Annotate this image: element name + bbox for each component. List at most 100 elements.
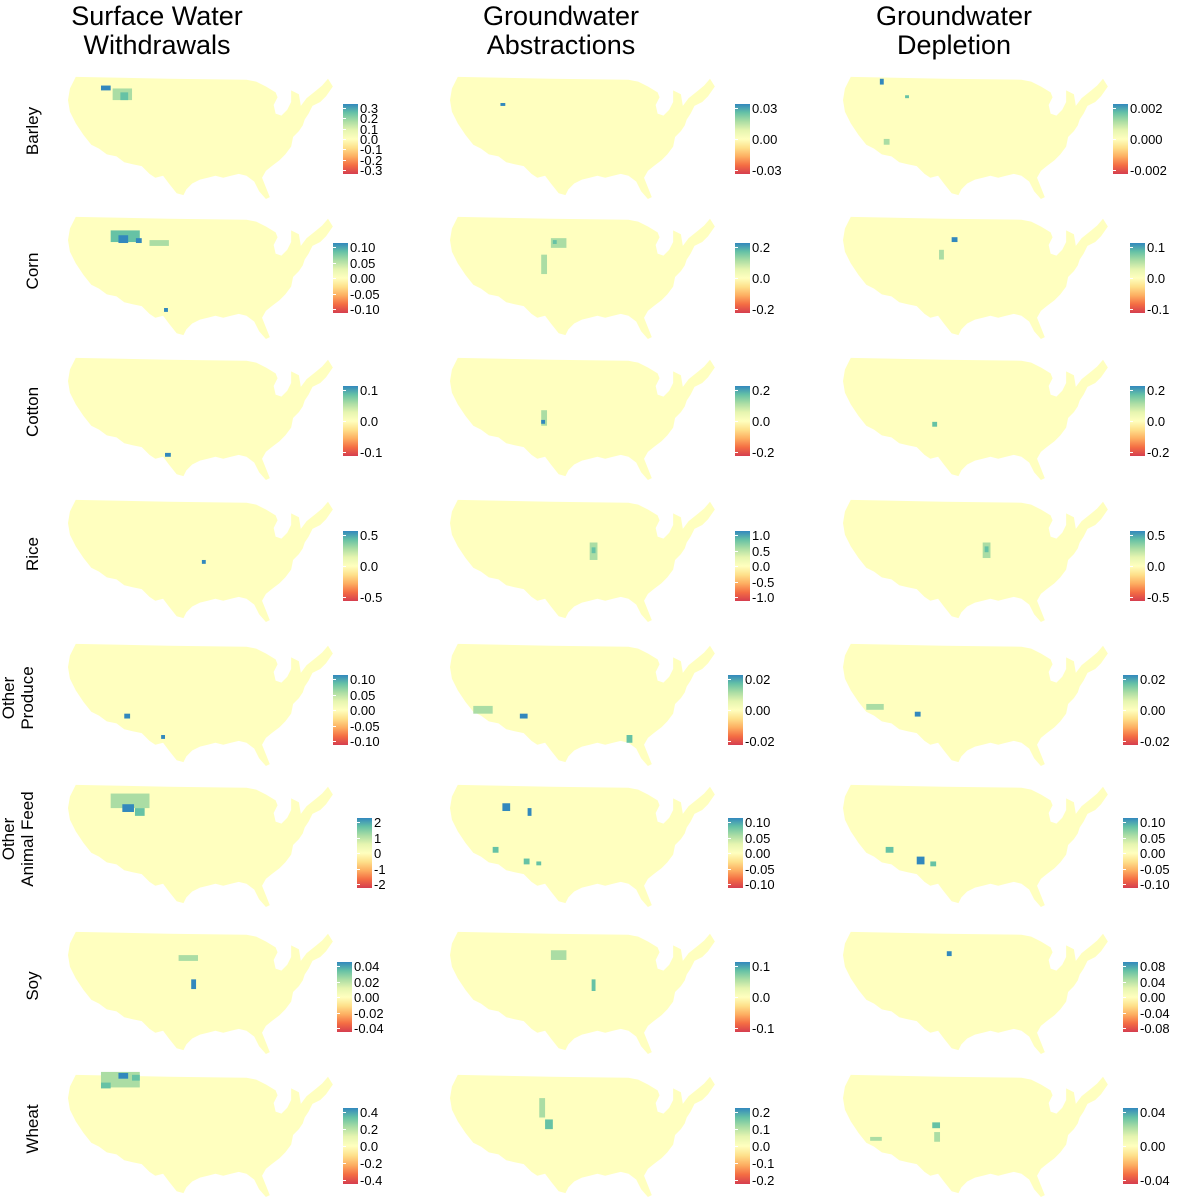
county-highlight <box>132 1074 140 1081</box>
color-scale-bar <box>728 818 743 888</box>
county-highlight <box>527 808 532 816</box>
column-title-line-2: Abstractions <box>486 30 636 60</box>
legend-tick-label: 0.0 <box>1129 271 1166 286</box>
county-highlight <box>951 237 958 243</box>
row-label-cotton: Cotton <box>18 337 48 487</box>
legend-tick-label: -0.5 <box>342 590 383 605</box>
county-highlight <box>502 803 511 812</box>
legend-tick-label: 0.00 <box>734 132 778 147</box>
legend-tick-label: -0.04 <box>1123 1005 1170 1021</box>
legend-tick-label: -1 <box>357 861 386 877</box>
legend-tick-label: 0.2 <box>342 111 379 127</box>
legend-tick-label: 0.05 <box>727 830 771 846</box>
legend-tick-label: 0.0 <box>342 414 379 429</box>
county-highlight <box>939 249 944 260</box>
county-highlight <box>905 95 909 99</box>
us-map <box>450 784 715 908</box>
row-label-barley: Barley <box>18 56 48 206</box>
row-label-line: Rice <box>23 537 42 572</box>
legend-tick-label: -0.05 <box>1123 861 1170 877</box>
row-label-line: Animal Feed <box>18 791 37 887</box>
column-title-line-1: Groundwater <box>875 1 1033 31</box>
us-outline <box>68 216 333 340</box>
row-label-rice: Rice <box>18 479 48 629</box>
legend-tick-label: -0.2 <box>342 1156 383 1171</box>
us-outline <box>843 216 1108 340</box>
color-scale-bar <box>343 386 358 456</box>
legend-tick-label: 0.0 <box>734 271 771 286</box>
color-scale-bar <box>735 962 750 1032</box>
legend-tick-label: 0.2 <box>1129 383 1166 398</box>
us-outline <box>843 499 1108 623</box>
legend-tick-label: 0.10 <box>332 672 376 687</box>
legend-tick-label: 0.10 <box>1122 815 1166 830</box>
county-highlight <box>149 240 169 246</box>
color-scale-bar <box>735 104 750 174</box>
color-scale-bar <box>343 104 358 174</box>
legend-tick-label: -0.2 <box>734 302 775 317</box>
county-highlight <box>134 808 145 816</box>
county-highlight <box>930 861 937 867</box>
legend-tick-label: 0.0 <box>734 990 771 1005</box>
county-highlight <box>916 856 925 865</box>
county-highlight <box>932 421 938 427</box>
legend-tick-label: 0.0 <box>342 559 379 574</box>
legend-tick-label: -0.08 <box>1123 1021 1170 1036</box>
county-highlight <box>550 950 567 960</box>
us-outline <box>450 931 715 1055</box>
county-highlight <box>946 951 952 957</box>
us-outline <box>450 643 715 767</box>
legend-tick-label: 0.05 <box>332 687 376 703</box>
county-highlight <box>541 254 548 275</box>
legend-tick-label: 0.1 <box>1129 240 1166 255</box>
row-label-wheat: Wheat <box>18 1054 48 1204</box>
us-map <box>843 643 1108 767</box>
legend-tick-label: 0.03 <box>734 101 778 116</box>
legend-tick-label: 0.2 <box>342 1122 379 1137</box>
us-outline <box>68 499 333 623</box>
legend-tick-label: 0.00 <box>1122 1139 1166 1154</box>
legend-tick-label: 0.1 <box>342 121 379 137</box>
us-map <box>843 216 1108 340</box>
color-scale-bar <box>1130 243 1145 313</box>
color-scale-bar <box>728 675 743 745</box>
county-highlight <box>164 308 168 312</box>
us-map <box>68 216 333 340</box>
legend-tick-label: 0.10 <box>332 240 376 255</box>
row-label-line: Other <box>0 817 18 861</box>
us-outline <box>843 784 1108 908</box>
legend-tick-label: 0.0 <box>342 132 379 147</box>
county-highlight <box>178 955 198 961</box>
color-scale-bar <box>357 818 372 888</box>
legend-tick-label: -0.1 <box>342 445 383 460</box>
legend-tick-label: 0.00 <box>1122 990 1166 1005</box>
county-highlight <box>100 1071 140 1088</box>
legend-tick-label: 0.04 <box>1122 1105 1166 1120</box>
us-outline <box>843 643 1108 767</box>
legend-tick-label: 0.2 <box>734 383 771 398</box>
legend-tick-label: -1.0 <box>734 590 775 605</box>
legend-tick-label: 0.00 <box>336 990 380 1005</box>
legend-tick-label: -0.02 <box>1123 734 1170 749</box>
legend-tick-label: 0.00 <box>727 846 771 861</box>
county-highlight <box>536 861 542 866</box>
us-map <box>450 216 715 340</box>
us-map <box>450 643 715 767</box>
legend-tick-label: -0.04 <box>337 1021 384 1036</box>
column-title-line-1: Groundwater <box>482 1 640 31</box>
legend-tick-label: -0.04 <box>1123 1173 1170 1188</box>
legend-tick-label: -0.10 <box>333 302 380 317</box>
color-scale-bar <box>1113 104 1128 174</box>
color-scale-bar <box>1123 675 1138 745</box>
legend-tick-label: 0.10 <box>727 815 771 830</box>
color-scale-bar <box>735 386 750 456</box>
legend-tick-label: -0.2 <box>734 445 775 460</box>
legend-tick-label: 0.08 <box>1122 959 1166 974</box>
county-highlight <box>541 419 546 424</box>
color-scale-bar <box>1123 962 1138 1032</box>
county-highlight <box>550 238 567 248</box>
county-highlight <box>626 735 633 743</box>
column-title-line-1: Surface Water <box>71 1 243 31</box>
legend-tick-label: -0.10 <box>728 877 775 892</box>
legend-tick-label: -0.4 <box>342 1173 383 1188</box>
